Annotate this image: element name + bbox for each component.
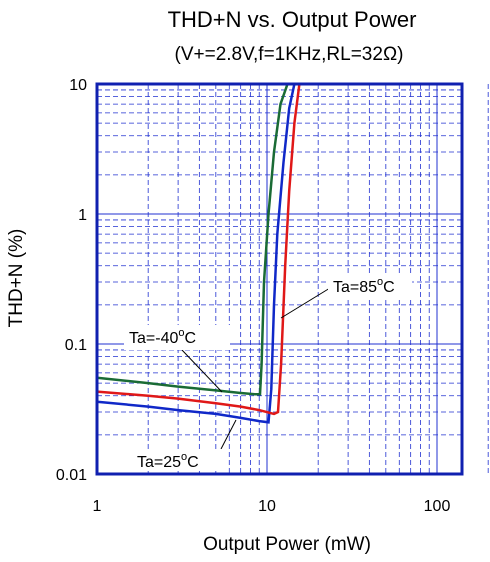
series-line-0 xyxy=(96,83,289,396)
annotation-leader xyxy=(220,419,237,450)
y-tick-label: 0.01 xyxy=(56,467,87,484)
annotations: Ta=85oC Ta=-40oC Ta=25oC xyxy=(124,274,412,471)
series-line-1 xyxy=(96,83,296,424)
annotation-box xyxy=(132,449,224,471)
x-axis-label: Output Power (mW) xyxy=(203,534,371,555)
chart-subtitle: (V+=2.8V,f=1KHz,RL=32Ω) xyxy=(175,44,404,65)
tick-labels: 1 10 100 10 1 0.1 0.01 xyxy=(56,77,451,515)
plot-frame xyxy=(95,82,464,476)
annotation-label: Ta=25oC xyxy=(137,451,199,471)
chart-title: THD+N vs. Output Power xyxy=(168,7,417,32)
annotation-label: Ta=85oC xyxy=(333,276,395,296)
annotation-box xyxy=(124,325,230,350)
y-tick-label: 1 xyxy=(78,207,87,224)
annotation-leader xyxy=(280,287,331,319)
x-tick-label: 100 xyxy=(424,498,451,515)
y-tick-label: 0.1 xyxy=(65,337,87,354)
series-line-2 xyxy=(96,83,301,416)
x-tick-label: 10 xyxy=(258,498,276,515)
x-tick-label: 1 xyxy=(93,498,102,515)
y-axis-label: THD+N (%) xyxy=(6,229,27,328)
annotation-box xyxy=(328,274,412,298)
annotation-label: Ta=-40oC xyxy=(129,327,196,347)
series-group xyxy=(96,83,301,424)
annotation-leader xyxy=(181,349,223,393)
y-tick-label: 10 xyxy=(69,77,87,94)
